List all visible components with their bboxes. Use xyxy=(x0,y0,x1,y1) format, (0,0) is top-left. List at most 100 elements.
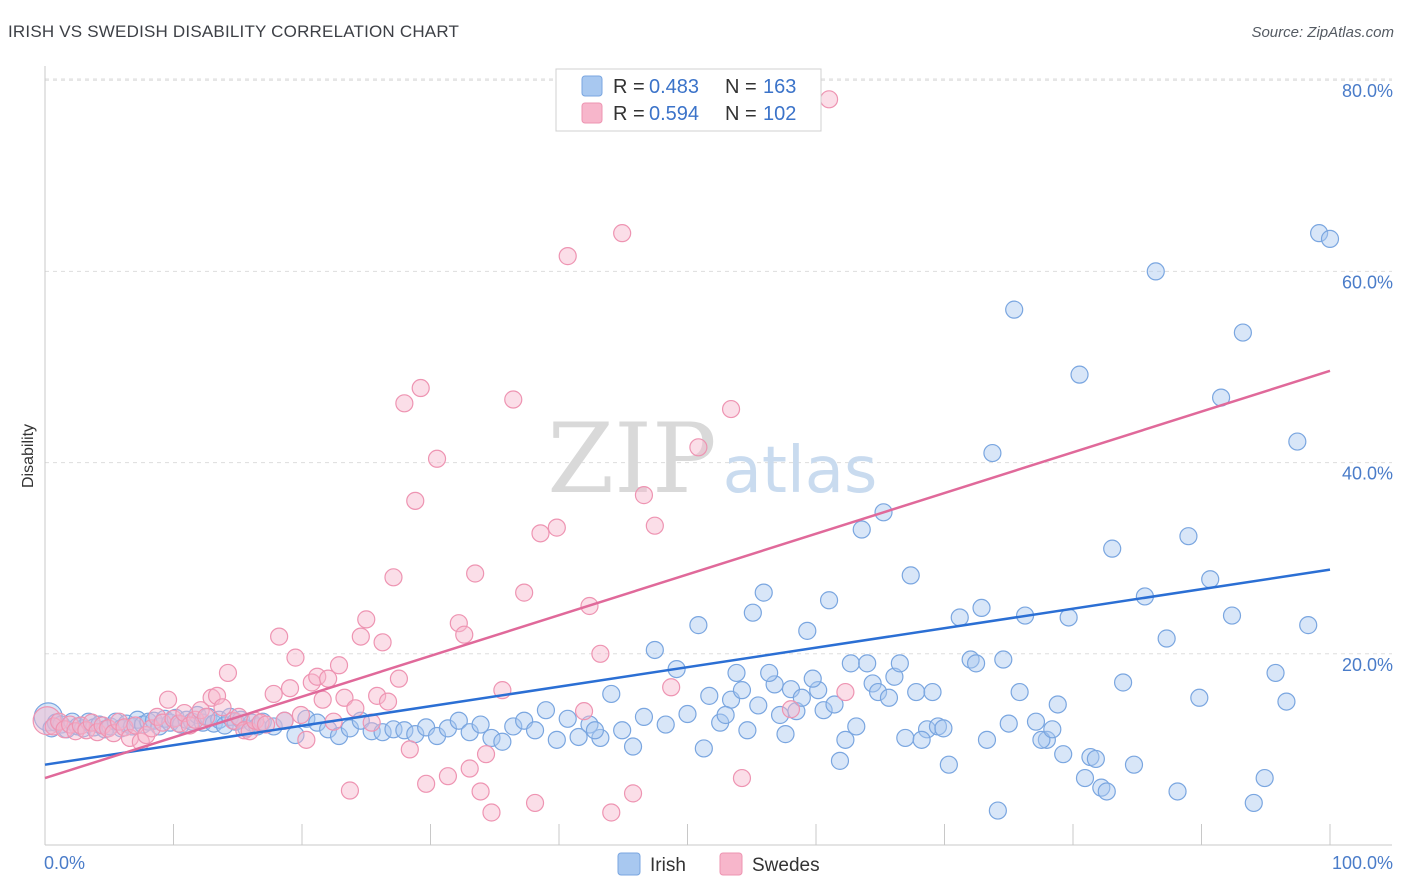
bottom-label-swedes: Swedes xyxy=(752,855,820,876)
irish-point xyxy=(749,696,768,715)
irish-point xyxy=(988,801,1007,820)
swedes-point xyxy=(99,719,118,738)
swedes-point xyxy=(270,627,289,646)
irish-point xyxy=(1157,629,1176,648)
swedes-point xyxy=(280,679,300,698)
irish-point xyxy=(1266,663,1285,683)
irish-point xyxy=(1026,712,1046,731)
irish-point xyxy=(558,709,577,728)
swedes-point xyxy=(335,688,354,707)
irish-point xyxy=(770,705,790,725)
swedes-point xyxy=(547,518,566,537)
irish-point xyxy=(972,598,991,618)
swedes-point xyxy=(634,486,654,505)
irish-point xyxy=(1277,692,1296,711)
irish-point xyxy=(950,608,969,627)
irish-point xyxy=(885,667,904,686)
y-tick-label-20: 20.0% xyxy=(1342,655,1393,675)
irish-point xyxy=(934,719,953,738)
swedes-point xyxy=(602,803,621,822)
swedes-point xyxy=(384,568,403,587)
irish-point xyxy=(536,701,556,720)
irish-point xyxy=(602,684,621,704)
irish-point xyxy=(1059,608,1078,627)
irish-point xyxy=(1233,323,1252,342)
watermark-zip: ZIP xyxy=(547,403,716,515)
swedes-point xyxy=(400,740,419,759)
irish-point xyxy=(1179,527,1198,546)
watermark: ZIP atlas xyxy=(547,403,877,515)
swedes-point xyxy=(389,669,409,688)
bottom-legend: Irish Swedes xyxy=(617,852,820,876)
irish-point xyxy=(858,654,877,673)
irish-point xyxy=(63,712,82,731)
irish-point xyxy=(765,675,784,694)
swedes-point xyxy=(340,781,360,800)
swedes-point xyxy=(291,705,311,725)
irish-point xyxy=(852,520,871,539)
irish-point xyxy=(1113,673,1133,692)
swedes-point xyxy=(197,707,216,726)
irish-point xyxy=(743,603,762,622)
swedes-point xyxy=(781,700,801,719)
irish-point xyxy=(814,701,833,720)
chart-title: IRISH VS SWEDISH DISABILITY CORRELATION … xyxy=(8,22,460,41)
swedes-point xyxy=(71,716,91,735)
swedes-point xyxy=(153,713,172,732)
irish-point xyxy=(901,566,920,585)
legend-r-value-swedes: 0.594 xyxy=(649,103,699,125)
swedes-point xyxy=(142,719,161,738)
irish-point xyxy=(776,725,795,744)
irish-point xyxy=(830,751,850,770)
irish-point xyxy=(977,730,997,749)
irish-point xyxy=(547,730,566,749)
irish-point xyxy=(1075,768,1095,788)
swedes-point xyxy=(368,686,387,705)
irish-point xyxy=(863,674,882,693)
swedes-point xyxy=(264,684,283,704)
irish-point xyxy=(1190,688,1209,707)
irish-point xyxy=(585,721,605,740)
swedes-point xyxy=(558,247,577,266)
swedes-point xyxy=(460,759,479,778)
irish-point xyxy=(738,721,757,740)
source-label: Source: ZipAtlas.com xyxy=(1251,24,1394,41)
irish-point xyxy=(809,681,828,700)
irish-point xyxy=(966,654,986,673)
swedes-point xyxy=(476,745,496,764)
irish-point xyxy=(868,682,888,702)
irish-point xyxy=(493,732,512,751)
irish-point xyxy=(678,704,697,724)
irish-trend-line xyxy=(44,568,1331,766)
swedes-point xyxy=(591,644,610,663)
irish-point xyxy=(890,654,909,673)
y-tick-label-80: 80.0% xyxy=(1342,81,1393,101)
irish-point xyxy=(760,663,779,683)
irish-point xyxy=(1103,539,1122,558)
legend-swatch-swedes xyxy=(581,102,603,124)
swedes-point xyxy=(417,774,436,793)
irish-point xyxy=(395,721,414,740)
irish-point xyxy=(983,443,1002,463)
swedes-point xyxy=(395,394,414,413)
irish-point xyxy=(449,711,468,730)
swedes-point xyxy=(525,793,545,813)
x-tick-label-0: 0.0% xyxy=(44,853,85,873)
bottom-label-irish: Irish xyxy=(650,855,686,876)
irish-point xyxy=(727,663,746,683)
irish-point xyxy=(847,717,866,736)
swedes-point xyxy=(531,524,550,543)
legend-n-label: N = xyxy=(725,103,757,125)
swedes-point xyxy=(213,698,232,717)
irish-point xyxy=(994,650,1013,669)
swedes-point xyxy=(357,610,376,629)
trend-lines xyxy=(44,369,1331,780)
swedes-point xyxy=(504,390,523,409)
irish-point xyxy=(504,717,523,736)
irish-point xyxy=(694,739,713,758)
irish-point xyxy=(1222,606,1242,625)
irish-point xyxy=(907,682,926,702)
gridlines xyxy=(45,78,1392,655)
irish-point xyxy=(792,688,811,707)
irish-points xyxy=(33,224,1340,820)
